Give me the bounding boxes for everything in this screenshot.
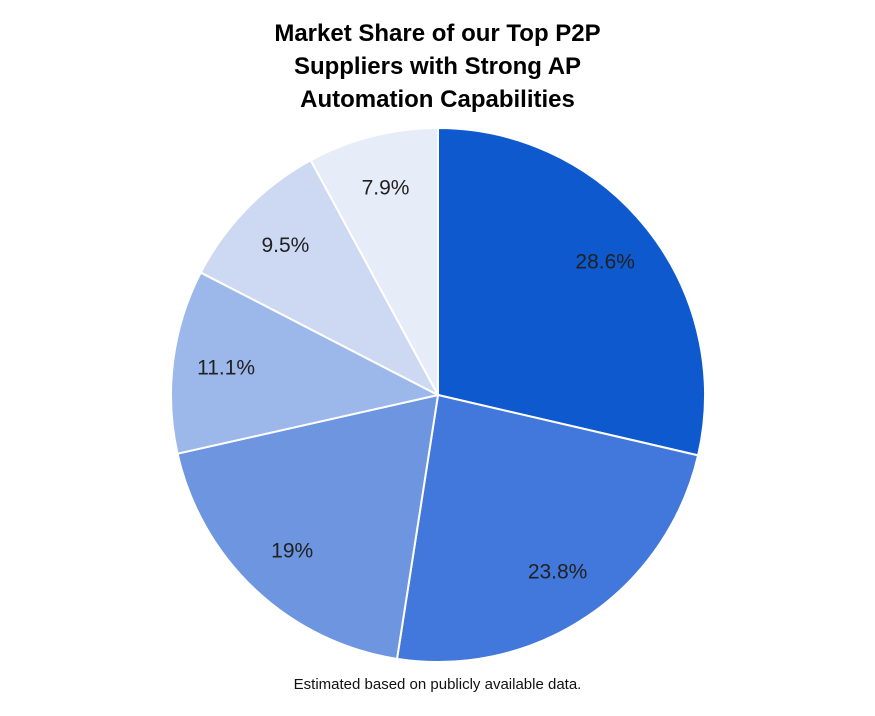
chart-title-line-1: Market Share of our Top P2P (274, 20, 601, 47)
pie-slice-label: 28.6% (575, 251, 635, 274)
chart-footnote: Estimated based on publicly available da… (293, 676, 582, 693)
pie-slice-label: 23.8% (528, 561, 588, 584)
pie-slice (396, 394, 700, 664)
pie-slice (176, 394, 439, 660)
pie-slice-label: 9.5% (261, 234, 309, 257)
pie-slice (199, 159, 439, 396)
pie-slice (437, 127, 706, 457)
chart-title-line-2: Suppliers with Strong AP (293, 53, 582, 80)
chart-title-line-3: Automation Capabilities (300, 86, 575, 113)
pie-slice-label: 19% (271, 540, 313, 563)
chart-title: Market Share of our Top P2P Suppliers wi… (0, 17, 875, 116)
pie-slice-label: 11.1% (197, 356, 255, 379)
pie-slice (170, 271, 439, 455)
pie-slice (309, 127, 439, 396)
pie-slice-label: 7.9% (362, 177, 410, 200)
